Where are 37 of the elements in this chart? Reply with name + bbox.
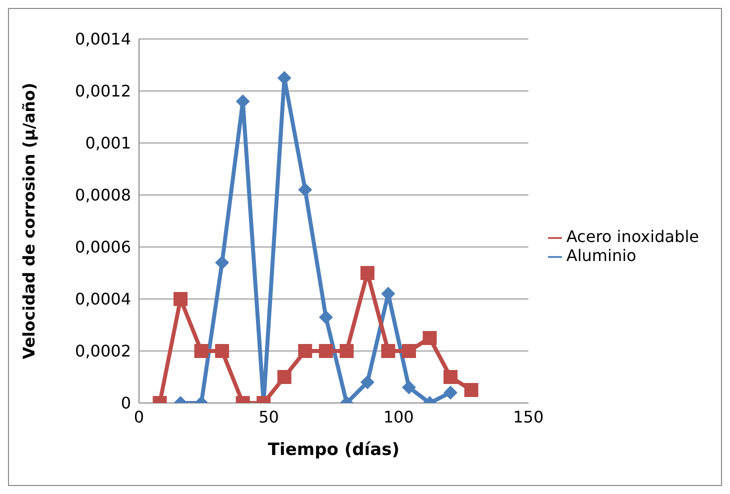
legend-label: Aluminio — [566, 246, 636, 265]
y-tick-label: 0,0002 — [75, 342, 131, 361]
point — [340, 344, 354, 358]
x-tick-label: 150 — [513, 407, 544, 426]
point — [215, 256, 230, 270]
point — [444, 370, 458, 384]
point — [174, 292, 188, 306]
point — [402, 380, 416, 394]
point — [360, 266, 374, 280]
point — [444, 386, 458, 400]
point — [318, 344, 333, 358]
point — [277, 71, 292, 85]
point — [215, 344, 230, 358]
y-tick-label: 0,0012 — [75, 82, 131, 101]
y-tick-label: 0,0008 — [75, 186, 131, 205]
x-axis-title: Tiempo (días) — [268, 440, 400, 460]
legend-label: Acero inoxidable — [566, 227, 699, 246]
point — [422, 331, 437, 345]
point — [402, 344, 416, 358]
y-axis-title: Velocidad de corrosion (μ/año) — [20, 82, 39, 360]
point — [236, 94, 250, 108]
point — [298, 344, 312, 358]
point — [318, 310, 333, 324]
point — [381, 344, 396, 358]
y-tick-label: 0,0014 — [75, 30, 131, 49]
x-tick-label: 0 — [134, 407, 144, 426]
x-tick-label: 100 — [383, 407, 414, 426]
point — [360, 375, 374, 390]
point — [277, 370, 292, 384]
y-tick-label: 0 — [120, 394, 131, 413]
y-tick-label: 0,0004 — [75, 290, 131, 309]
y-tick-label: 0,001 — [85, 134, 131, 153]
point — [464, 383, 478, 397]
point — [298, 182, 312, 197]
point — [194, 344, 208, 358]
y-tick-label: 0,0006 — [75, 238, 131, 257]
x-tick-label: 50 — [258, 407, 279, 426]
